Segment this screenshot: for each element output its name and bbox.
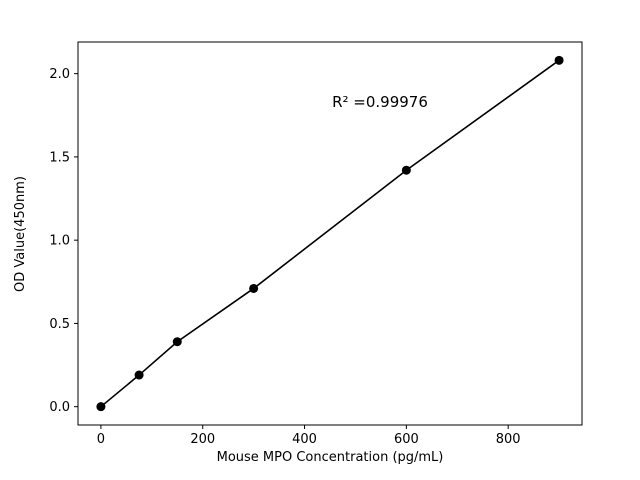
y-tick-label: 1.5 bbox=[49, 150, 70, 165]
y-tick-label: 0.0 bbox=[49, 400, 70, 415]
x-tick-label: 200 bbox=[190, 432, 215, 447]
y-axis-label: OD Value(450nm) bbox=[13, 176, 28, 292]
y-tick-label: 2.0 bbox=[49, 67, 70, 82]
standard-curve-line bbox=[100, 59, 560, 408]
y-tick-label: 1.0 bbox=[49, 234, 70, 249]
x-tick-label: 800 bbox=[496, 432, 521, 447]
x-tick-label: 0 bbox=[97, 432, 105, 447]
x-axis-label: Mouse MPO Concentration (pg/mL) bbox=[217, 450, 444, 465]
x-tick-label: 600 bbox=[394, 432, 419, 447]
x-tick-label: 400 bbox=[292, 432, 317, 447]
r-squared-annotation: R² =0.99976 bbox=[332, 93, 428, 111]
y-tick-label: 0.5 bbox=[49, 317, 70, 332]
plot-frame bbox=[77, 41, 583, 426]
